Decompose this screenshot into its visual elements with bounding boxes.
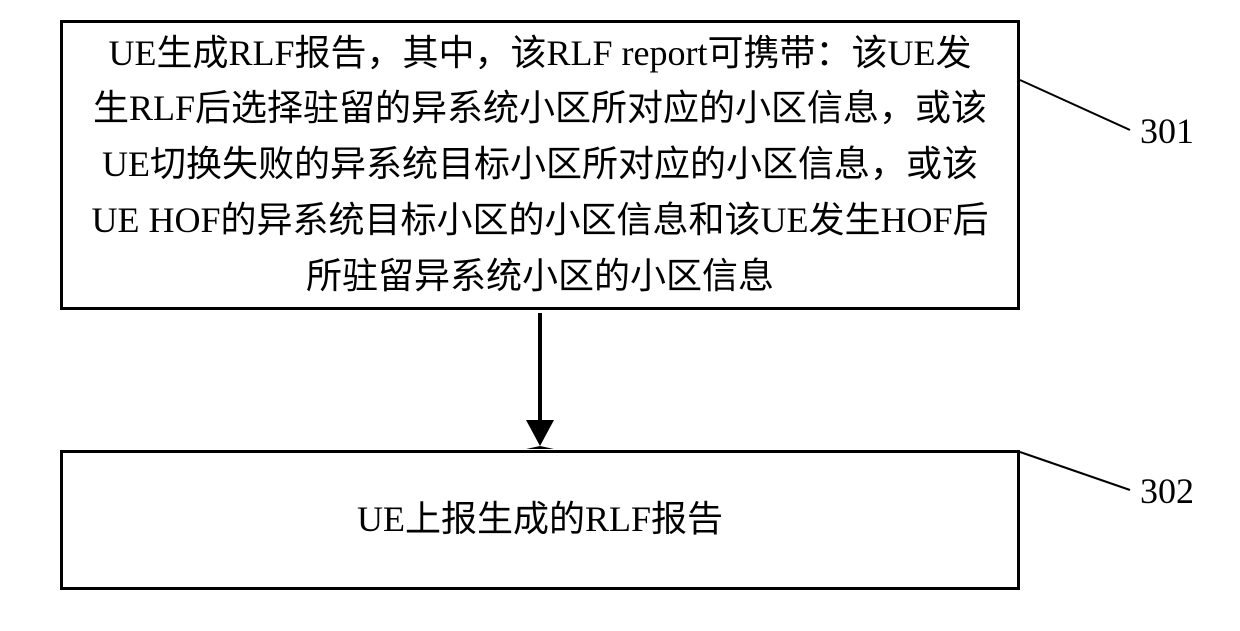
step-number-label-302: 302 bbox=[1140, 470, 1194, 512]
step-text-report-rlf: UE上报生成的RLF报告 bbox=[357, 492, 723, 548]
leader-line-302 bbox=[1020, 452, 1130, 490]
arrow-shaft bbox=[538, 313, 542, 420]
step-text-generate-rlf-report: UE生成RLF报告，其中，该RLF report可携带：该UE发生RLF后选择驻… bbox=[91, 26, 989, 305]
step-box-report-rlf: UE上报生成的RLF报告 bbox=[60, 450, 1020, 590]
step-number-label-301: 301 bbox=[1140, 110, 1194, 152]
arrow-head-icon bbox=[526, 420, 554, 449]
step-box-generate-rlf-report: UE生成RLF报告，其中，该RLF report可携带：该UE发生RLF后选择驻… bbox=[60, 20, 1020, 310]
flowchart-canvas: UE生成RLF报告，其中，该RLF report可携带：该UE发生RLF后选择驻… bbox=[0, 0, 1240, 631]
leader-line-301 bbox=[1020, 80, 1130, 130]
